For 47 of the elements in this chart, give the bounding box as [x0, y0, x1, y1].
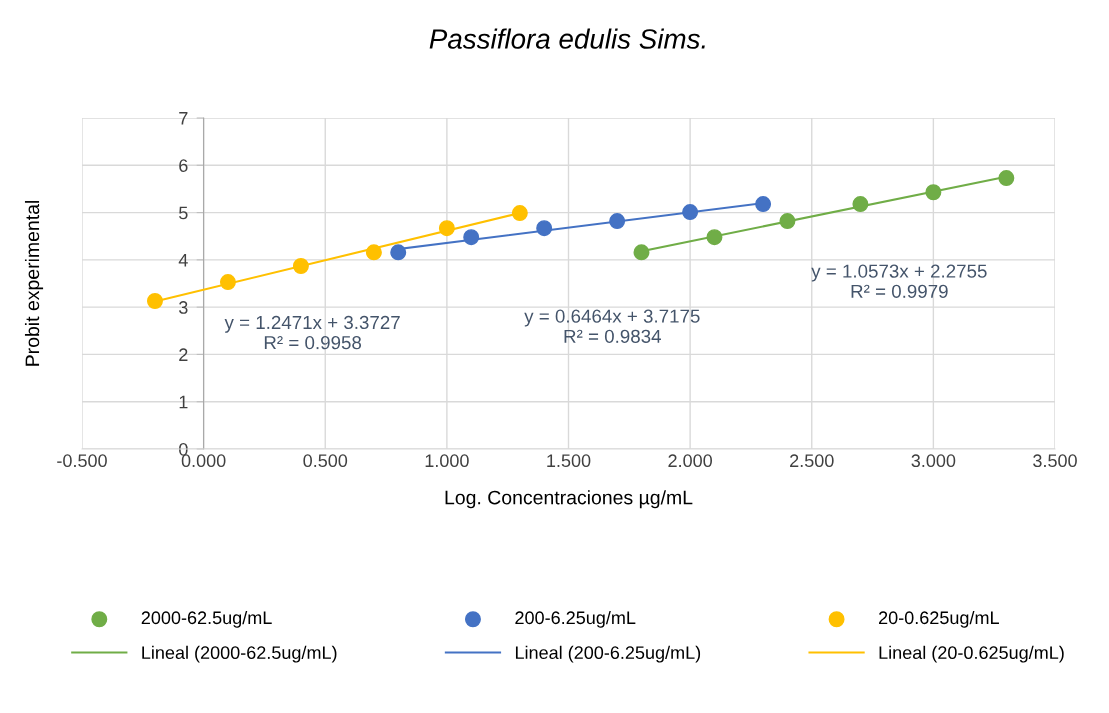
y-tick-label: 2 — [179, 348, 188, 361]
point — [146, 293, 163, 309]
y-tick-label: 7 — [179, 112, 188, 125]
annotation: y = 1.0573x + 2.2755 R² = 0.9979 — [811, 264, 987, 298]
x-tick-label: 2.500 — [790, 454, 834, 468]
x-tick-label: 1.000 — [425, 454, 469, 468]
y-tick-label: 3 — [179, 301, 188, 314]
x-axis-title: Log. Concentraciones µg/mL — [445, 490, 693, 509]
point — [463, 229, 480, 246]
point — [925, 184, 942, 201]
y-axis-title: Probit experimental — [24, 201, 44, 366]
point — [609, 213, 626, 230]
x-tick-label: 1.500 — [547, 454, 591, 468]
point — [438, 220, 455, 237]
legend-label: Lineal (200-6.25ug/mL) — [515, 645, 701, 663]
point — [852, 196, 869, 213]
x-tick-label: -0.500 — [57, 454, 107, 468]
y-tick-label: 6 — [179, 159, 188, 173]
point — [390, 244, 407, 261]
point — [998, 170, 1015, 187]
y-tick-label: 4 — [178, 253, 188, 267]
y-tick-label: 1 — [179, 395, 188, 409]
point — [779, 213, 796, 230]
point — [292, 258, 309, 274]
point — [219, 274, 236, 291]
annotation: y = 0.6464x + 3.7175 R² = 0.9834 — [524, 309, 700, 343]
chart-title: Passiflora edulis Sims. — [429, 28, 705, 49]
legend-label: 2000-62.5ug/mL — [141, 610, 272, 628]
point — [633, 244, 650, 261]
legend-label: 20-0.625ug/mL — [879, 610, 999, 628]
point — [706, 229, 723, 246]
legend-label: 200-6.25ug/mL — [515, 610, 636, 628]
point — [365, 244, 382, 261]
x-tick-label: 2.000 — [668, 454, 713, 468]
x-tick-label: 3.000 — [911, 454, 956, 468]
x-tick-label: 3.500 — [1033, 454, 1077, 468]
point — [511, 205, 528, 222]
point — [536, 220, 553, 237]
point — [682, 204, 699, 221]
y-tick-label: 0 — [179, 442, 188, 456]
x-tick-label: 0.500 — [303, 454, 348, 468]
legend-label: Lineal (2000-62.5ug/mL) — [142, 645, 337, 663]
y-tick-label: 5 — [179, 206, 188, 220]
x-tick-label: 0.000 — [181, 454, 226, 468]
annotation: y = 1.2471x + 3.3727 R² = 0.9958 — [224, 315, 400, 350]
point — [755, 196, 772, 213]
legend-label: Lineal (20-0.625ug/mL) — [879, 645, 1064, 663]
